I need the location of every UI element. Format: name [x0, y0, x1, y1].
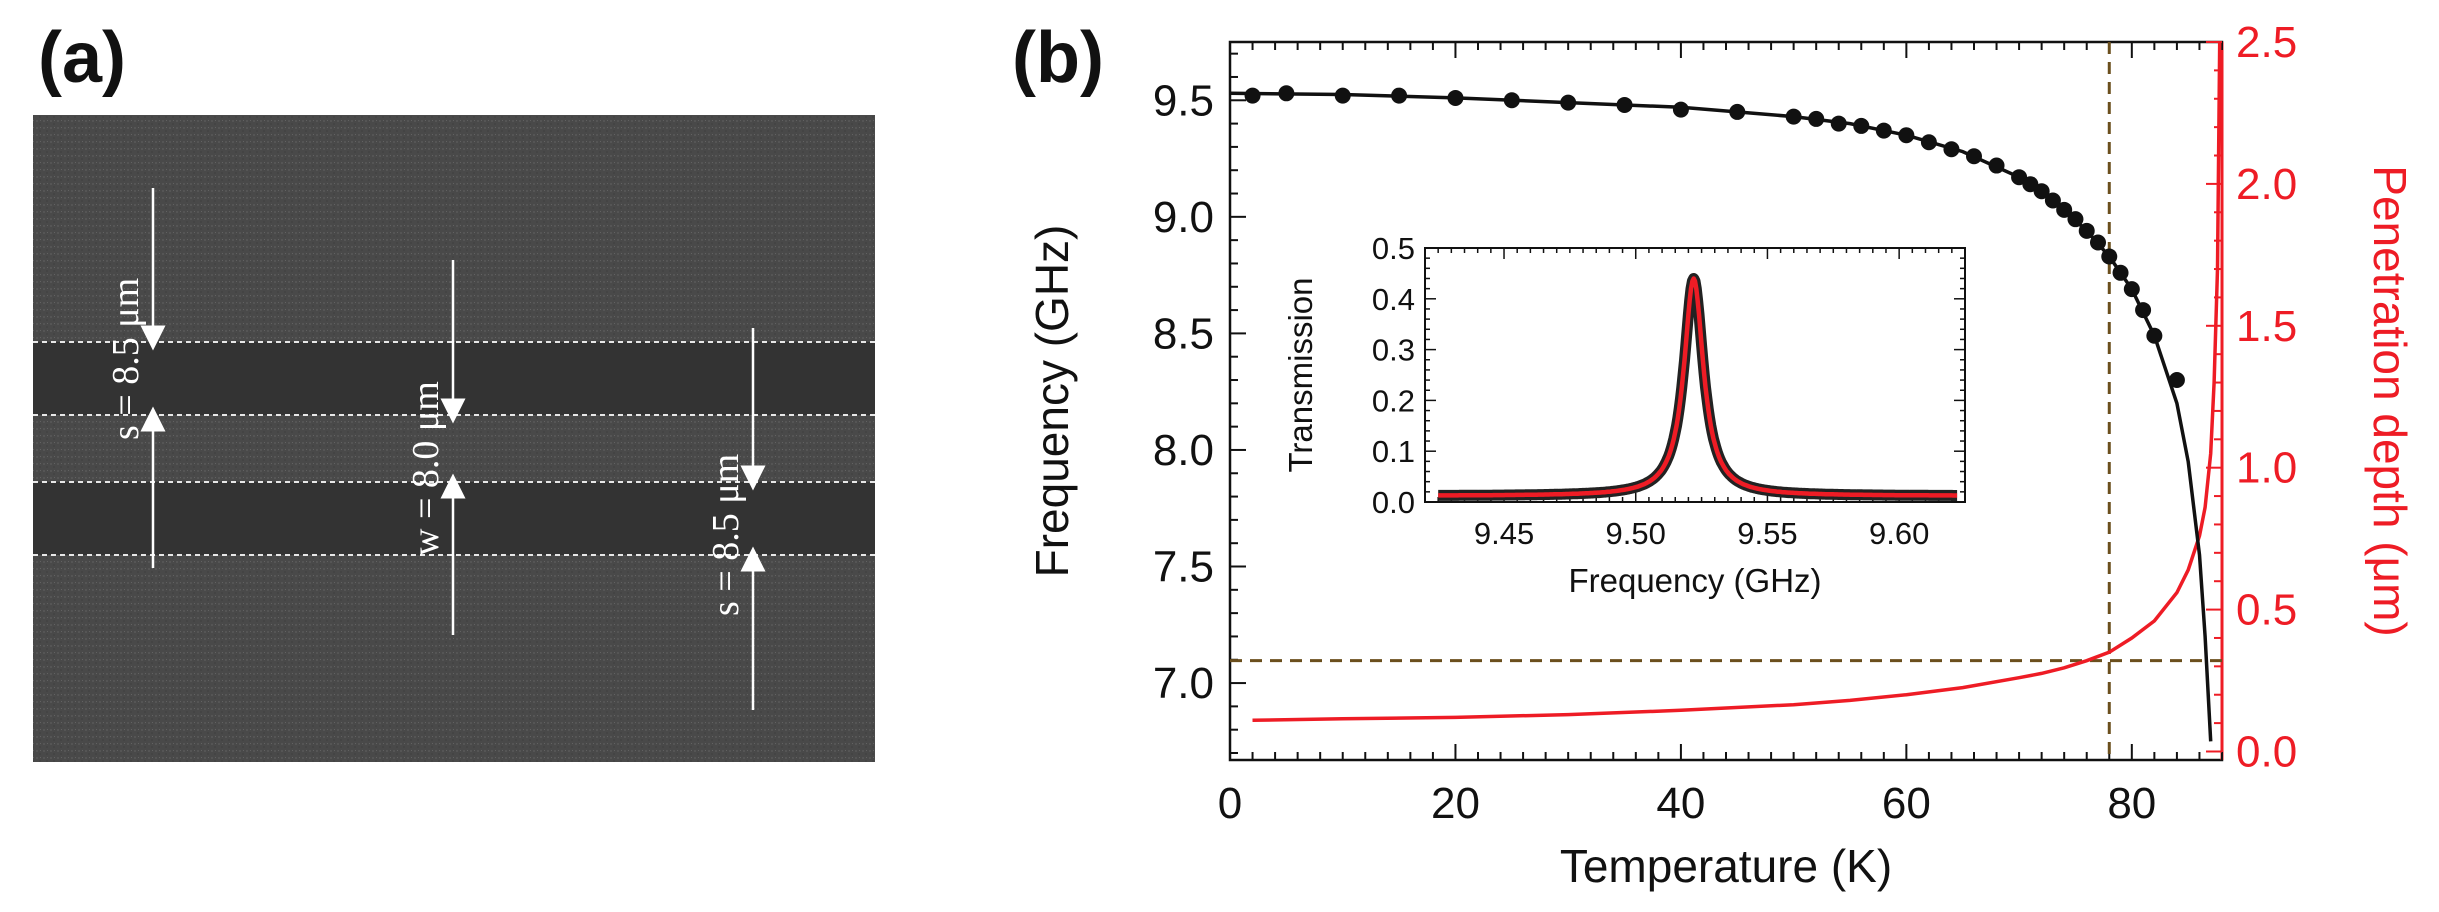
sem-label-s-top: s = 8.5 μm	[105, 278, 147, 440]
frequency-data-point	[1830, 115, 1847, 132]
frequency-data-point	[1391, 87, 1408, 104]
sem-image: s = 8.5 μm w = 8.0 μm s = 8.5 μm	[33, 115, 875, 762]
y-tick-label: 9.0	[1153, 193, 1214, 242]
inset-x-tick-label: 9.55	[1737, 516, 1797, 551]
inset-chart: 9.45 9.50 9.55 9.60 0.0 0.1 0.2 0.3 0.4 0.5 Freque…	[1282, 231, 1966, 599]
inset-y-tick-label: 0.1	[1372, 434, 1415, 469]
y2-tick-label: 0.5	[2236, 586, 2297, 635]
frequency-data-point	[1616, 96, 1633, 113]
y-tick-label: 7.5	[1153, 543, 1214, 592]
frequency-data-point	[1447, 89, 1464, 106]
y-axis-title: Frequency (GHz)	[1026, 225, 1078, 578]
frequency-data-point	[2101, 248, 2118, 265]
frequency-data-point	[1988, 157, 2005, 174]
frequency-data-point	[2112, 264, 2129, 281]
inset-y-tick-label: 0.5	[1372, 231, 1415, 266]
y-tick-label: 7.0	[1153, 659, 1214, 708]
y2-tick-label: 2.0	[2236, 160, 2297, 209]
frequency-data-point	[1943, 141, 1960, 158]
frequency-data-point	[1334, 87, 1351, 104]
x-tick-label: 20	[1431, 779, 1480, 828]
inset-y-tick-label: 0.0	[1372, 485, 1415, 520]
frequency-data-point	[2146, 327, 2163, 344]
frequency-data-point	[1853, 117, 1870, 134]
inset-x-axis-title: Frequency (GHz)	[1568, 562, 1821, 599]
y2-tick-label: 1.5	[2236, 302, 2297, 351]
frequency-data-point	[1920, 134, 1937, 151]
y2-tick-label: 2.5	[2236, 18, 2297, 67]
frequency-data-point	[1278, 85, 1295, 102]
y-tick-label: 9.5	[1153, 76, 1214, 125]
y2-axis-title: Penetration depth (μm)	[2364, 165, 2416, 636]
frequency-data-point	[1966, 148, 1982, 165]
panel-b-label: (b)	[1012, 18, 1104, 98]
y-tick-label: 8.0	[1153, 426, 1214, 475]
sem-dimension-arrows	[140, 188, 766, 710]
frequency-data-point	[2078, 222, 2095, 239]
frequency-data-point	[2044, 192, 2061, 209]
frequency-data-point	[1729, 103, 1746, 120]
penetration-depth-line	[1252, 41, 2222, 723]
inset-x-tick-label: 9.45	[1474, 516, 1534, 551]
frequency-data-point	[2056, 201, 2073, 218]
y-tick-label: 8.5	[1153, 309, 1214, 358]
x-tick-label: 40	[1656, 779, 1705, 828]
frequency-data-point	[1875, 122, 1892, 139]
frequency-data-point	[2135, 302, 2152, 319]
frequency-data-point	[1785, 108, 1802, 125]
frequency-data-point	[1672, 101, 1689, 118]
frequency-data-point	[2090, 234, 2106, 251]
frequency-data-point	[2067, 211, 2084, 228]
frequency-data-point	[1898, 127, 1915, 144]
sem-background	[33, 115, 875, 762]
inset-y-axis-title: Transmission	[1282, 278, 1319, 473]
y2-tick-label: 0.0	[2236, 727, 2297, 776]
frequency-data-point	[2123, 281, 2140, 298]
x-tick-label: 60	[1882, 779, 1931, 828]
sem-label-w: w = 8.0 μm	[405, 381, 447, 556]
main-chart: 0 20 40 60 80 7.0 7.5 8.0 8.5 9.0 9.5 0.0 0.5 1.0 1.5 2…	[1026, 18, 2416, 892]
frequency-data-point	[1503, 92, 1520, 109]
inset-fit-line	[1437, 276, 1959, 498]
panel-a-label: (a)	[38, 18, 126, 98]
inset-y-tick-label: 0.3	[1372, 333, 1415, 368]
inset-x-tick-label: 9.60	[1869, 516, 1929, 551]
frequency-data-point	[2033, 183, 2050, 200]
frequency-data-point	[1244, 87, 1261, 104]
frequency-data-point	[1560, 94, 1577, 111]
x-tick-label: 80	[2107, 779, 2156, 828]
x-tick-label: 0	[1218, 779, 1242, 828]
frequency-data-point	[2168, 372, 2185, 389]
inset-x-tick-label: 9.50	[1606, 516, 1666, 551]
x-axis-title: Temperature (K)	[1560, 840, 1892, 892]
sem-label-s-bottom: s = 8.5 μm	[705, 454, 747, 616]
inset-y-tick-label: 0.2	[1372, 383, 1415, 418]
inset-y-tick-label: 0.4	[1372, 282, 1415, 317]
y2-tick-label: 1.0	[2236, 444, 2297, 493]
frequency-data-point	[1808, 110, 1825, 127]
